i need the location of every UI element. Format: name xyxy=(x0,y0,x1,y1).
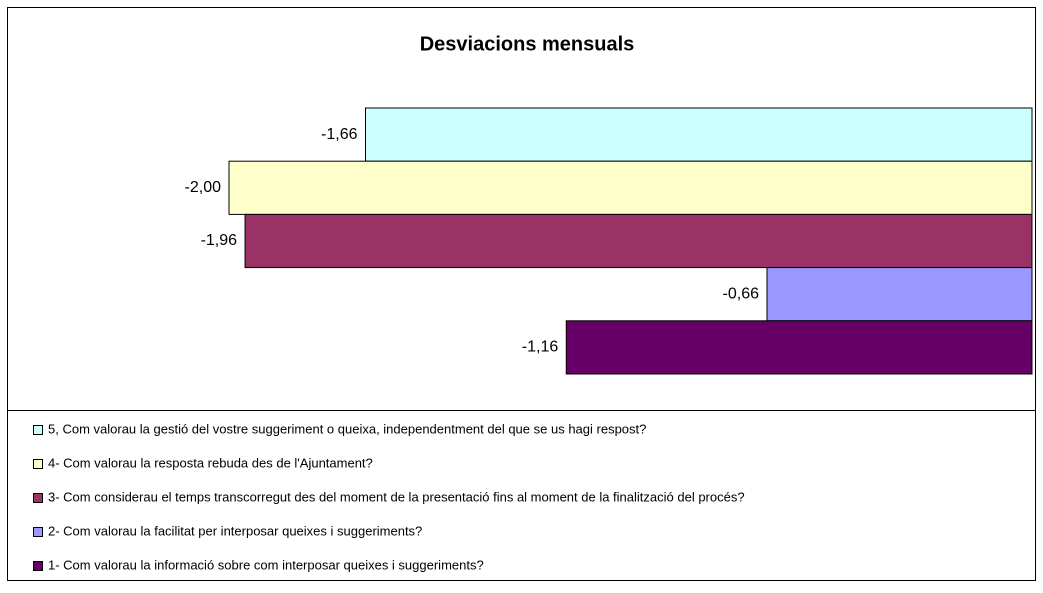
legend-label: 1- Com valorau la informació sobre com i… xyxy=(48,557,484,572)
bar xyxy=(565,320,1033,375)
legend-label: 5, Com valorau la gestió del vostre sugg… xyxy=(48,421,646,436)
legend-label: 3- Com considerau el temps transcorregut… xyxy=(48,489,745,504)
legend-swatch xyxy=(33,493,43,503)
data-label: -1,66 xyxy=(321,126,358,143)
legend-label: 2- Com valorau la facilitat per interpos… xyxy=(48,523,422,538)
chart-title: Desviacions mensuals xyxy=(420,33,635,55)
data-label: -1,16 xyxy=(522,339,559,356)
legend-swatch xyxy=(33,527,43,537)
bar xyxy=(244,213,1033,269)
bar xyxy=(228,160,1033,215)
legend-swatch xyxy=(33,561,43,571)
legend-swatch xyxy=(33,425,43,435)
bar xyxy=(766,267,1033,322)
bar xyxy=(365,107,1033,162)
legend-label: 4- Com valorau la resposta rebuda des de… xyxy=(48,455,373,470)
data-label: -0,66 xyxy=(723,285,760,302)
data-label: -1,96 xyxy=(201,232,238,249)
data-label: -2,00 xyxy=(185,179,222,196)
legend-swatch xyxy=(33,459,43,469)
